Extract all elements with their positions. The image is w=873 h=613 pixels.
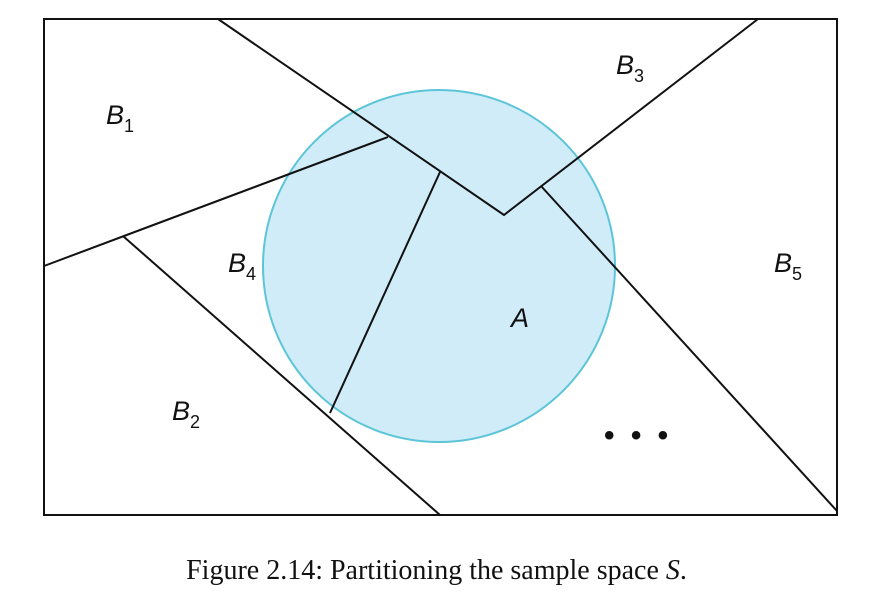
boundary-b1-b3-b4 [217,18,759,217]
label-b2: B2 [172,396,200,432]
figure-caption: Figure 2.14: Partitioning the sample spa… [0,555,873,587]
label-event-a: A [509,303,529,333]
label-b4: B4 [228,248,256,284]
event-a-circle [262,89,616,443]
ellipsis-more-partitions: • • • [604,419,672,452]
boundary-b4-inner [329,171,441,414]
partition-diagram: B1 B2 B3 B4 B5 A • • • [43,18,838,516]
label-b1: B1 [106,100,134,136]
boundary-b5 [540,185,838,512]
boundary-b1-b4 [43,136,389,267]
partition-boundaries [43,18,838,516]
caption-variable: S [665,555,680,586]
sample-space-rect [43,18,838,516]
label-b3: B3 [616,50,644,86]
boundary-b2-b4 [122,235,441,516]
caption-text: Figure 2.14: Partitioning the sample spa… [186,555,666,586]
caption-end: . [679,555,687,586]
label-b5: B5 [774,248,802,284]
